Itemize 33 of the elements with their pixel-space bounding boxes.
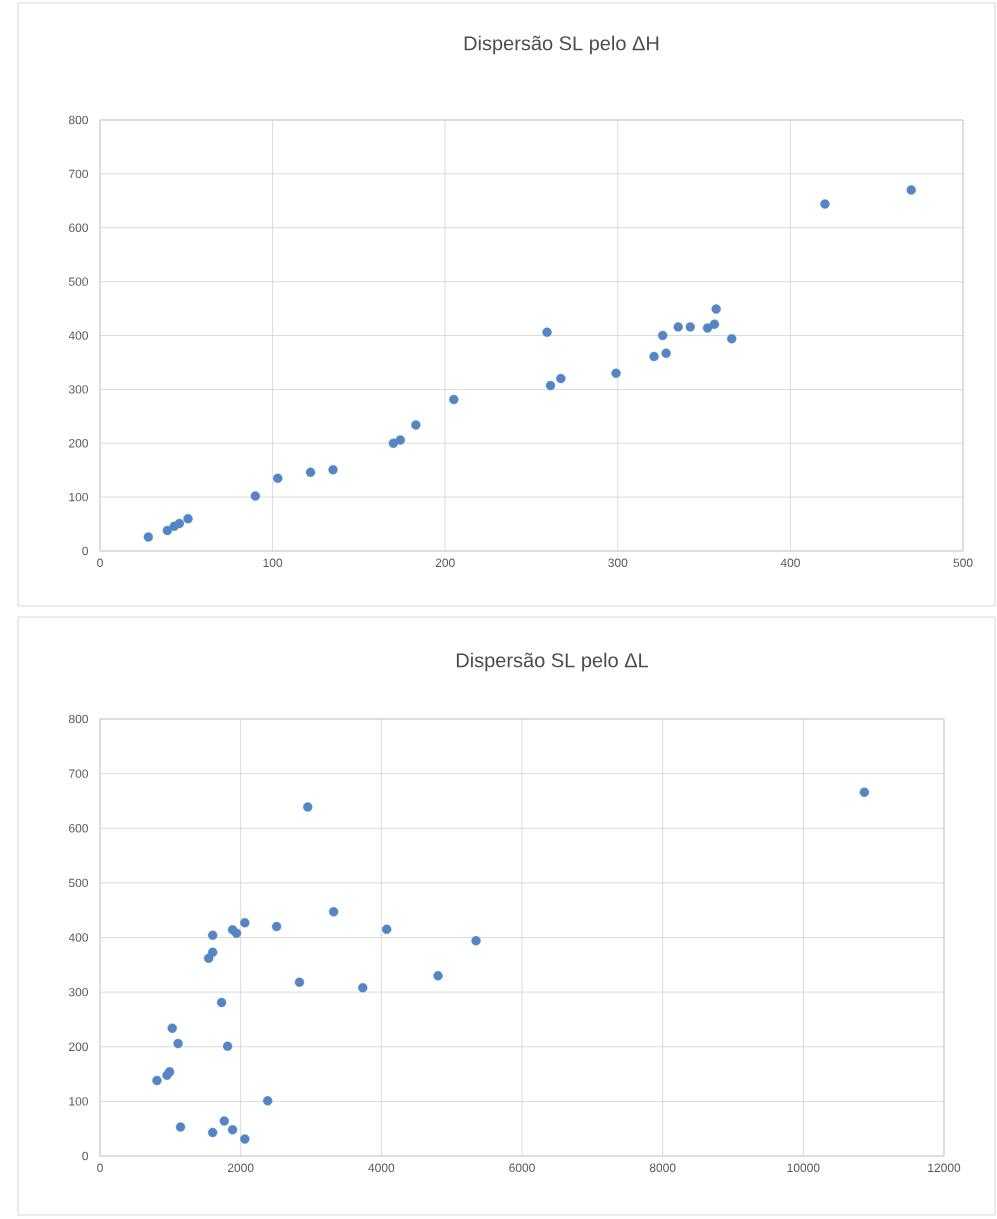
y-tick-label: 600: [69, 824, 88, 833]
x-tick-label: 10000: [787, 1163, 820, 1173]
chart-title: Dispersão SL pelo ΔH: [464, 35, 659, 55]
y-tick-label: 300: [68, 987, 88, 997]
x-tick-label: 300: [608, 558, 628, 568]
y-tick-label: 800: [68, 714, 88, 724]
x-tick-label: 0: [97, 558, 103, 568]
x-tick-label: 500: [953, 558, 973, 568]
x-tick-label: 6000: [509, 1163, 535, 1173]
y-tick-label: 200: [69, 439, 88, 448]
y-tick-label: 500: [68, 277, 88, 286]
y-tick-label: 100: [69, 1097, 88, 1106]
y-tick-label: 400: [68, 933, 88, 942]
x-tick-label: 200: [435, 558, 455, 568]
x-tick-label: 8000: [649, 1163, 676, 1173]
y-tick-label: 300: [68, 385, 88, 394]
x-tick-label: 400: [780, 558, 800, 568]
x-tick-label: 4000: [368, 1163, 395, 1173]
y-tick-label: 700: [69, 169, 88, 179]
y-tick-label: 100: [69, 492, 88, 502]
y-tick-label: 0: [82, 1151, 88, 1161]
y-tick-label: 500: [68, 878, 88, 888]
y-tick-label: 0: [82, 546, 88, 556]
y-tick-label: 400: [68, 331, 88, 340]
x-tick-label: 2000: [227, 1163, 254, 1173]
x-tick-label: 0: [97, 1163, 103, 1173]
y-tick-label: 600: [69, 223, 88, 232]
x-tick-label: 100: [263, 558, 283, 568]
y-tick-label: 800: [68, 115, 88, 125]
chart-title: Dispersão SL pelo ΔL: [456, 652, 649, 672]
y-tick-label: 200: [69, 1042, 88, 1051]
x-tick-label: 12000: [928, 1163, 961, 1173]
y-tick-label: 700: [69, 769, 88, 778]
